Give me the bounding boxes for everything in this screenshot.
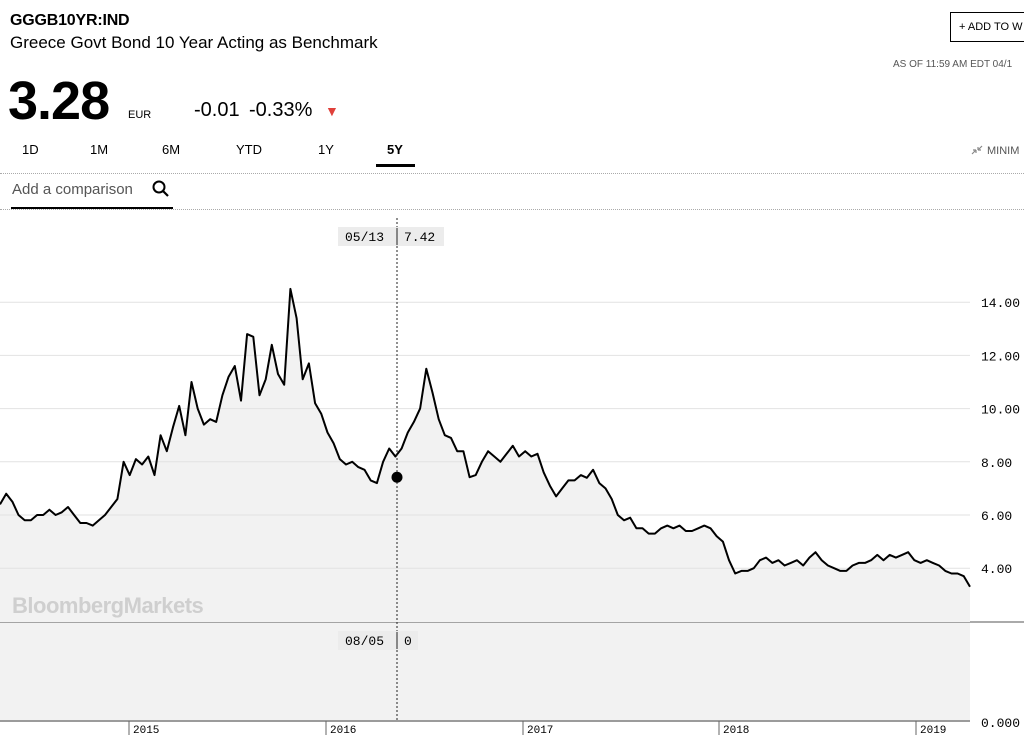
minimize-icon <box>971 145 983 155</box>
lower-crosshair-date: 08/05 <box>345 634 384 649</box>
tab-1d[interactable]: 1D <box>22 142 39 157</box>
minimize-button[interactable]: MINIM <box>970 144 1019 157</box>
lower-panel-background <box>0 622 970 722</box>
search-icon[interactable] <box>150 178 172 200</box>
x-tick-label: 2018 <box>723 725 749 737</box>
ticker-symbol: GGGB10YR:IND <box>10 12 130 29</box>
comparison-underline <box>11 207 173 209</box>
comparison-input[interactable]: Add a comparison <box>12 181 133 198</box>
crosshair-value: 7.42 <box>404 230 435 245</box>
y-tick-label: 8.00 <box>981 456 1012 471</box>
x-tick-label: 2017 <box>527 725 553 737</box>
y-tick-label: 10.00 <box>981 403 1020 418</box>
tab-5y[interactable]: 5Y <box>387 142 403 157</box>
add-to-watchlist-button[interactable]: + ADD TO W <box>950 12 1024 42</box>
price-change-percent: -0.33% <box>249 99 313 121</box>
divider <box>0 209 1024 210</box>
instrument-name: Greece Govt Bond 10 Year Acting as Bench… <box>10 33 378 52</box>
price-area <box>0 288 970 622</box>
lower-y-tick: 0.000 <box>981 716 1020 731</box>
currency-label: EUR <box>128 109 152 121</box>
lower-crosshair-label-box <box>338 631 418 650</box>
bloomberg-markets-watermark: BloombergMarkets <box>12 593 204 618</box>
y-tick-label: 14.00 <box>981 296 1020 311</box>
y-tick-label: 12.00 <box>981 349 1020 364</box>
tab-1y[interactable]: 1Y <box>318 142 334 157</box>
x-tick-label: 2019 <box>920 725 946 737</box>
price-change: -0.01 <box>194 99 240 121</box>
y-tick-label: 4.00 <box>981 562 1012 577</box>
lower-crosshair-value: 0 <box>404 634 412 649</box>
down-arrow-icon: ▼ <box>325 103 339 119</box>
as-of-timestamp: AS OF 11:59 AM EDT 04/1 <box>893 59 1013 70</box>
tab-6m[interactable]: 6M <box>162 142 181 157</box>
crosshair-label-box <box>338 227 444 246</box>
x-tick-label: 2016 <box>330 725 356 737</box>
active-tab-underline <box>376 164 415 167</box>
crosshair-point <box>391 471 403 483</box>
price-line <box>0 287 971 588</box>
y-tick-label: 6.00 <box>981 509 1012 524</box>
divider <box>0 173 1024 174</box>
last-price: 3.28 <box>8 71 110 131</box>
x-tick-label: 2015 <box>133 725 159 737</box>
crosshair-date: 05/13 <box>345 230 384 245</box>
tab-ytd[interactable]: YTD <box>236 142 262 157</box>
tab-1m[interactable]: 1M <box>90 142 109 157</box>
minimize-label: MINIM <box>987 145 1020 157</box>
